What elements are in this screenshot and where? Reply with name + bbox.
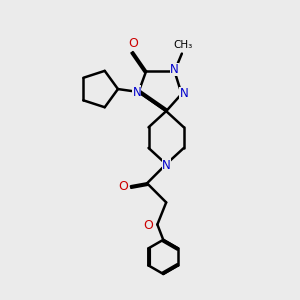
Text: O: O bbox=[144, 220, 154, 232]
Text: N: N bbox=[132, 85, 141, 98]
Text: O: O bbox=[118, 180, 128, 193]
Text: N: N bbox=[180, 87, 188, 101]
Text: N: N bbox=[170, 63, 179, 76]
Text: CH₃: CH₃ bbox=[174, 40, 193, 50]
Text: O: O bbox=[128, 37, 138, 50]
Text: N: N bbox=[162, 158, 171, 172]
